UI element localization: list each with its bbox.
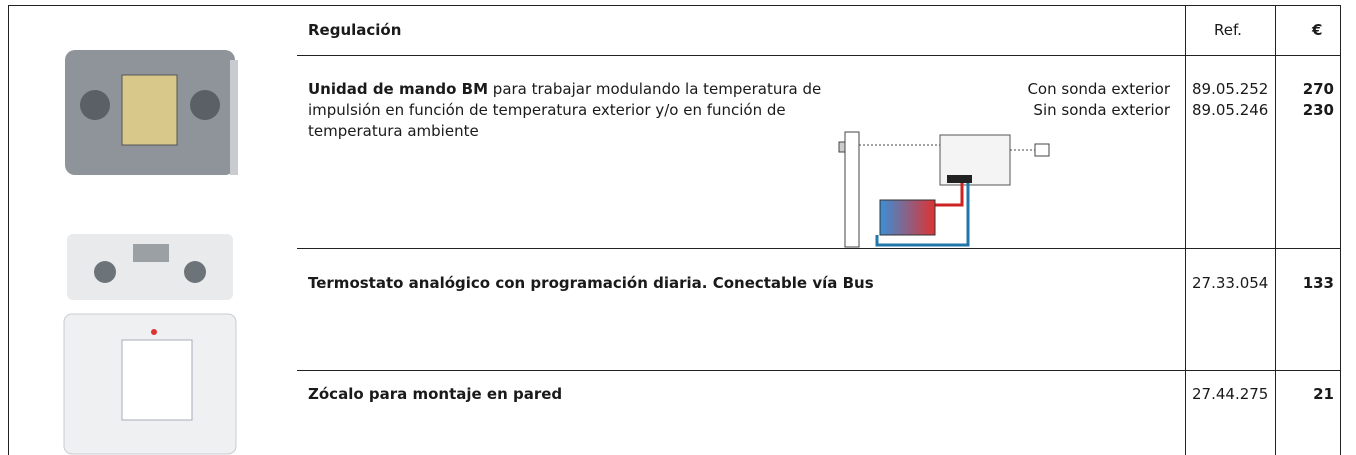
product-image: [63, 313, 237, 455]
row-divider: [297, 370, 1341, 371]
header-title: Regulación: [308, 21, 402, 39]
description: para trabajar modulando la temperatura d…: [308, 80, 822, 140]
frame-right: [1340, 5, 1341, 455]
product-image: [67, 234, 233, 300]
price: 270: [1302, 80, 1334, 98]
column-divider: [1185, 5, 1186, 455]
price: 230: [1302, 101, 1334, 119]
product-title: Termostato analógico con programación di…: [308, 274, 874, 292]
product-description: Unidad de mando BM para trabajar modulan…: [308, 79, 843, 142]
outdoor-sensor: [838, 141, 846, 153]
row-divider: [297, 248, 1341, 249]
device-display: [121, 74, 178, 146]
return-pipe: [875, 183, 970, 247]
device-side: [230, 60, 238, 175]
room-unit: [1034, 143, 1050, 157]
boiler: [939, 134, 1011, 186]
device-knob: [80, 90, 110, 120]
ref: 89.05.252: [1192, 80, 1269, 98]
header-ref: Ref.: [1214, 21, 1242, 39]
device-knob: [184, 261, 206, 283]
wall: [844, 131, 860, 248]
base-frame: [121, 339, 193, 421]
option: Sin sonda exterior: [1033, 101, 1170, 119]
price: 133: [1302, 274, 1334, 292]
header-price: €: [1312, 21, 1323, 39]
product-title: Unidad de mando BM: [308, 80, 489, 98]
device-display: [133, 244, 169, 262]
ref: 27.33.054: [1192, 274, 1269, 292]
price: 21: [1313, 385, 1334, 403]
base-led: [151, 329, 157, 335]
boiler-controller: [947, 175, 972, 183]
product-title: Zócalo para montaje en pared: [308, 385, 563, 403]
frame-top: [8, 5, 1341, 6]
ref: 27.44.275: [1192, 385, 1269, 403]
device-body: [67, 234, 233, 300]
device-knob: [94, 261, 116, 283]
column-divider: [1275, 5, 1276, 455]
system-diagram: [838, 131, 1050, 248]
product-image: [65, 50, 238, 175]
row-divider: [297, 55, 1341, 56]
radiator: [879, 199, 936, 236]
option: Con sonda exterior: [1027, 80, 1170, 98]
frame-left: [8, 5, 9, 455]
flow-pipe: [935, 183, 964, 207]
ref: 89.05.246: [1192, 101, 1269, 119]
device-knob: [190, 90, 220, 120]
